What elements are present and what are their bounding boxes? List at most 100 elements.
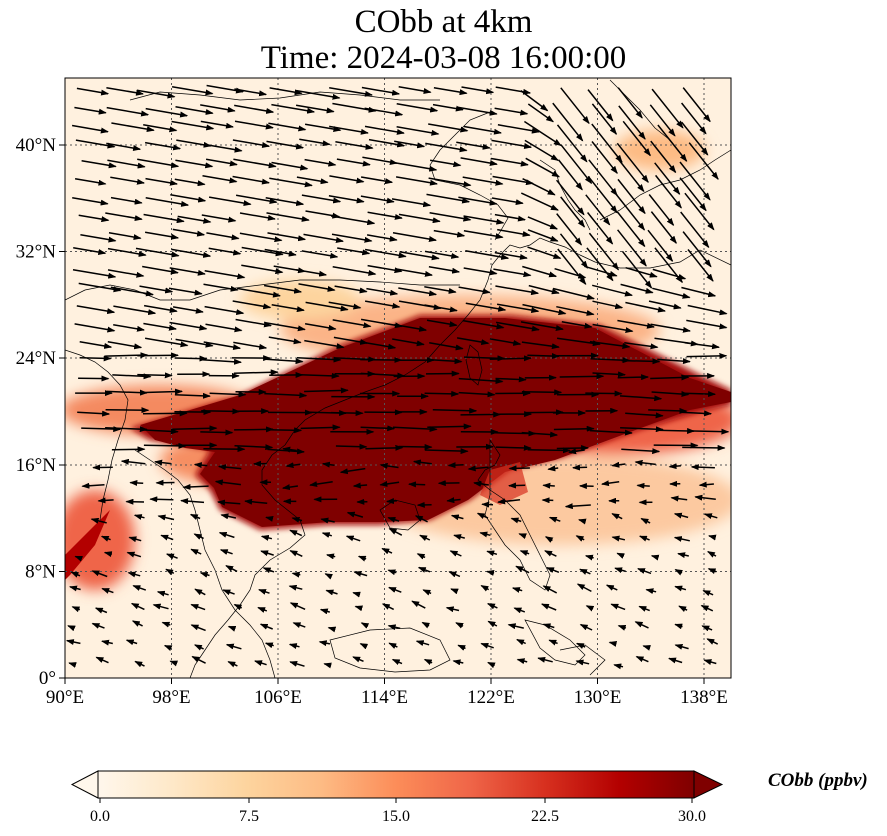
wind-vector-arrow [94,607,108,614]
wind-vector-arrow [259,623,273,630]
wind-vector-arrow [579,623,593,631]
wind-vector-arrow [617,374,650,381]
wind-vector-arrow [258,588,270,595]
wind-vector-arrow [638,535,650,542]
wind-vector-arrow [568,448,585,455]
wind-vector-arrow [134,660,145,668]
wind-vector-arrow [617,624,627,631]
wind-vector-arrow [300,372,340,379]
wind-vector-arrow [678,605,688,613]
wind-vector-arrow [684,341,720,350]
wind-vector-arrow [578,518,587,525]
lat-tick-label: 0° [39,668,56,689]
wind-vector-arrow [208,196,252,207]
wind-vector-arrow [352,482,368,489]
wind-vector-arrow [520,89,549,112]
wind-vector-arrow [125,639,138,646]
wind-vector-arrow [542,482,555,489]
wind-vector-arrow [585,390,623,397]
wind-vector-arrow [208,247,242,256]
wind-vector-arrow [559,373,605,380]
wind-vector-arrow [625,301,666,313]
wind-vector-arrow [154,459,171,466]
wind-vector-arrow [174,178,206,187]
wind-vector-arrow [81,426,122,433]
wind-vector-arrow [575,535,585,542]
wind-vector-arrow [391,198,432,208]
wind-vector-arrow [352,591,361,598]
wind-vector-arrow [218,531,235,539]
wind-vector-arrow [320,517,335,524]
wind-vector-arrow [175,106,214,115]
wind-vector-arrow [381,603,395,611]
wind-vector-arrow [169,321,208,331]
wind-vector-arrow [651,391,690,398]
wind-vector-arrow [511,587,523,593]
wind-vector-arrow [304,123,342,132]
wind-vector-arrow [657,124,688,162]
wind-vector-arrow [219,549,233,555]
wind-vector-arrow [624,342,659,350]
wind-vector-arrow [525,157,560,178]
wind-vector-arrow [130,602,145,611]
wind-vector-arrow [673,512,689,519]
wind-vector-arrow [647,229,674,262]
wind-vector-arrow [204,269,246,280]
wind-vector-arrow [561,321,593,329]
wind-vector-arrow [426,193,471,204]
wind-vector-arrow [654,162,681,195]
wind-vector-arrow [398,443,433,450]
wind-vector-arrow [214,479,241,486]
wind-vector-arrow [668,657,683,664]
wind-vector-arrow [144,141,182,151]
wind-vector-arrow [107,341,143,350]
wind-vector-arrow [366,287,399,296]
wind-vector-arrow [110,176,145,185]
wind-vector-arrow [163,644,173,651]
wind-vector-arrow [622,120,651,157]
wind-vector-arrow [172,228,206,237]
wind-vector-arrow [687,428,730,435]
wind-vector-arrow [288,584,303,591]
wind-vector-arrow [694,494,716,501]
wind-vector-arrow [611,461,626,468]
wind-vector-arrow [265,515,274,522]
wind-vector-arrow [544,536,554,543]
wind-vector-arrow [416,553,426,560]
wind-vector-arrow [113,323,145,332]
wind-vector-arrow [422,589,432,596]
wind-vector-arrow [670,495,688,502]
wind-vector-arrow [131,620,143,627]
wind-vector-arrow [552,287,595,300]
wind-vector-arrow [300,424,341,431]
wind-vector-arrow [174,355,208,362]
wind-vector-arrow [575,659,590,666]
wind-vector-arrow [193,462,208,469]
wind-vector-arrow [476,512,489,519]
wind-vector-arrow [601,480,620,487]
wind-vector-arrow [495,86,532,95]
wind-vector-arrow [180,498,205,505]
wind-vector-arrow [217,464,242,471]
wind-vector-arrow [352,656,364,663]
wind-vector-arrow [458,196,498,206]
wind-vector-arrow [428,177,472,188]
wind-vector-arrow [201,358,242,365]
wind-vector-arrow [703,513,718,519]
wind-vector-arrow [394,267,433,277]
wind-vector-arrow [189,513,201,521]
wind-vector-arrow [95,656,109,664]
wind-vector-arrow [232,300,272,310]
wind-vector-arrow [518,533,527,540]
wind-vector-arrow [267,232,307,242]
wind-vector-arrow [460,157,498,166]
wind-vector-arrow [157,514,175,521]
lat-tick-label: 40°N [16,135,57,156]
wind-vector-arrow [145,177,178,186]
wind-vector-arrow [168,287,203,296]
wind-vector-arrow [554,267,587,279]
wind-vector-arrow [206,232,240,241]
wind-vector-arrow [296,356,342,363]
wind-vector-arrow [588,159,618,197]
wind-vector-arrow [289,529,303,537]
